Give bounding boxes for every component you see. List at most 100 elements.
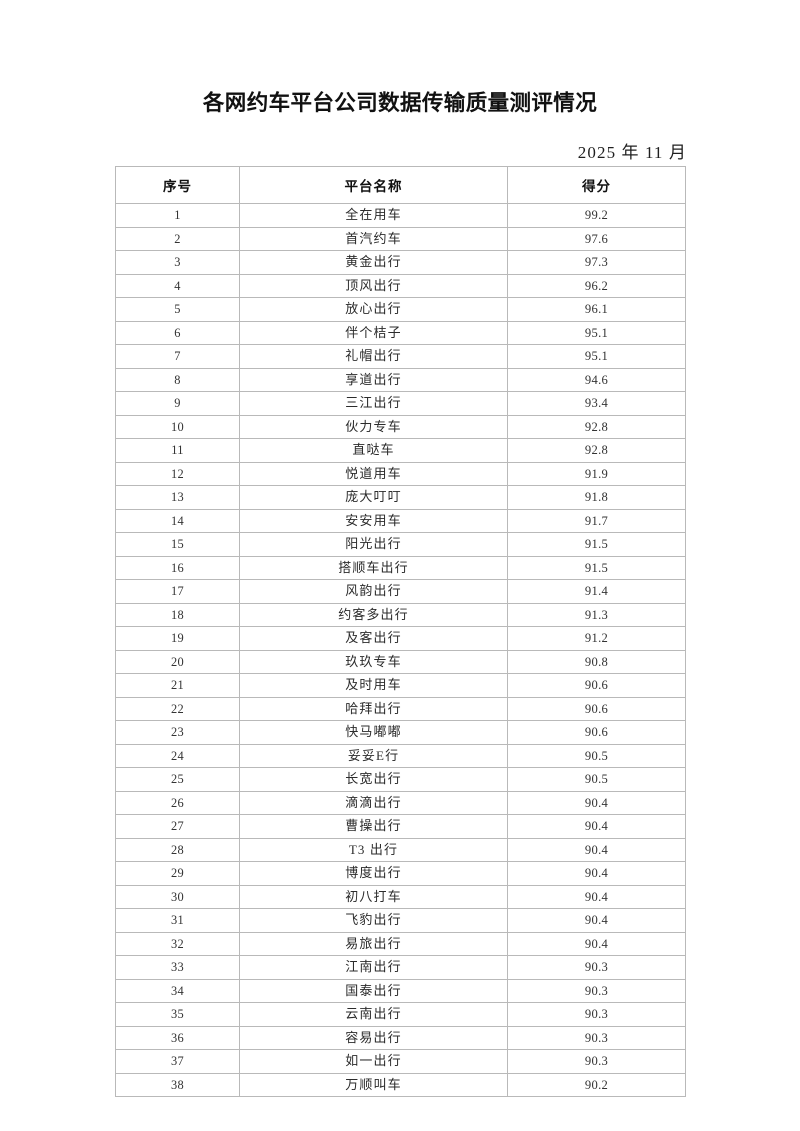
table-row: 12 悦道用车 91.9 — [115, 461, 686, 486]
table-row: 21 及时用车 90.6 — [115, 673, 686, 698]
cell-index: 37 — [115, 1049, 240, 1074]
table-row: 24 妥妥E行 90.5 — [115, 743, 686, 768]
table-row: 20 玖玖专车 90.8 — [115, 649, 686, 674]
cell-index: 33 — [115, 955, 240, 980]
cell-platform-name: 妥妥E行 — [239, 743, 508, 768]
table-row: 2 首汽约车 97.6 — [115, 226, 686, 251]
cell-platform-name: 三江出行 — [239, 391, 508, 416]
table-row: 34 国泰出行 90.3 — [115, 978, 686, 1003]
cell-platform-name: 庞大叮叮 — [239, 485, 508, 510]
platform-ranking-table: 序号 平台名称 得分 1 全在用车 99.2 2 首汽约车 97.6 3 黄金出行 97.3 4 顶… — [115, 166, 686, 1097]
cell-index: 20 — [115, 649, 240, 674]
cell-score: 90.4 — [507, 790, 686, 815]
table-row: 17 风韵出行 91.4 — [115, 579, 686, 604]
cell-index: 11 — [115, 438, 240, 463]
cell-platform-name: 放心出行 — [239, 297, 508, 322]
cell-score: 90.4 — [507, 814, 686, 839]
cell-platform-name: 享道出行 — [239, 367, 508, 392]
cell-index: 21 — [115, 673, 240, 698]
table-header: 序号 平台名称 得分 — [115, 166, 686, 204]
table-row: 8 享道出行 94.6 — [115, 367, 686, 392]
cell-platform-name: 哈拜出行 — [239, 696, 508, 721]
table-row: 22 哈拜出行 90.6 — [115, 696, 686, 721]
cell-index: 5 — [115, 297, 240, 322]
cell-platform-name: 风韵出行 — [239, 579, 508, 604]
cell-score: 90.4 — [507, 931, 686, 956]
table-row: 32 易旅出行 90.4 — [115, 931, 686, 956]
cell-platform-name: 及客出行 — [239, 626, 508, 651]
cell-score: 95.1 — [507, 344, 686, 369]
cell-platform-name: 曹操出行 — [239, 814, 508, 839]
cell-index: 38 — [115, 1072, 240, 1097]
table-row: 38 万顺叫车 90.2 — [115, 1072, 686, 1097]
cell-index: 2 — [115, 226, 240, 251]
cell-score: 90.3 — [507, 978, 686, 1003]
table-row: 3 黄金出行 97.3 — [115, 250, 686, 275]
cell-platform-name: 礼帽出行 — [239, 344, 508, 369]
cell-score: 90.8 — [507, 649, 686, 674]
cell-score: 90.4 — [507, 884, 686, 909]
table-row: 30 初八打车 90.4 — [115, 884, 686, 909]
cell-score: 95.1 — [507, 320, 686, 345]
table-row: 11 直哒车 92.8 — [115, 438, 686, 463]
cell-index: 9 — [115, 391, 240, 416]
cell-score: 91.3 — [507, 602, 686, 627]
cell-index: 30 — [115, 884, 240, 909]
cell-index: 34 — [115, 978, 240, 1003]
cell-index: 25 — [115, 767, 240, 792]
table-row: 7 礼帽出行 95.1 — [115, 344, 686, 369]
cell-index: 7 — [115, 344, 240, 369]
cell-score: 90.4 — [507, 861, 686, 886]
cell-score: 94.6 — [507, 367, 686, 392]
cell-platform-name: 初八打车 — [239, 884, 508, 909]
cell-score: 92.8 — [507, 438, 686, 463]
cell-platform-name: 玖玖专车 — [239, 649, 508, 674]
cell-score: 90.6 — [507, 720, 686, 745]
cell-platform-name: 全在用车 — [239, 203, 508, 228]
cell-score: 99.2 — [507, 203, 686, 228]
cell-score: 91.4 — [507, 579, 686, 604]
cell-platform-name: 如一出行 — [239, 1049, 508, 1074]
cell-score: 90.3 — [507, 955, 686, 980]
cell-score: 90.6 — [507, 696, 686, 721]
cell-platform-name: 伙力专车 — [239, 414, 508, 439]
cell-score: 91.5 — [507, 532, 686, 557]
ranking-table-container: 序号 平台名称 得分 1 全在用车 99.2 2 首汽约车 97.6 3 黄金出行 97.3 4 顶… — [115, 166, 686, 1097]
table-row: 18 约客多出行 91.3 — [115, 602, 686, 627]
table-row: 29 博度出行 90.4 — [115, 861, 686, 886]
cell-score: 90.4 — [507, 837, 686, 862]
cell-score: 97.3 — [507, 250, 686, 275]
cell-index: 17 — [115, 579, 240, 604]
cell-index: 15 — [115, 532, 240, 557]
cell-index: 14 — [115, 508, 240, 533]
cell-platform-name: T3 出行 — [239, 837, 508, 862]
cell-platform-name: 万顺叫车 — [239, 1072, 508, 1097]
cell-platform-name: 直哒车 — [239, 438, 508, 463]
cell-index: 28 — [115, 837, 240, 862]
table-row: 28 T3 出行 90.4 — [115, 837, 686, 862]
cell-score: 91.9 — [507, 461, 686, 486]
cell-score: 96.2 — [507, 273, 686, 298]
table-row: 15 阳光出行 91.5 — [115, 532, 686, 557]
cell-platform-name: 博度出行 — [239, 861, 508, 886]
cell-index: 35 — [115, 1002, 240, 1027]
cell-index: 8 — [115, 367, 240, 392]
cell-score: 91.2 — [507, 626, 686, 651]
table-row: 16 搭顺车出行 91.5 — [115, 555, 686, 580]
cell-score: 91.5 — [507, 555, 686, 580]
cell-index: 19 — [115, 626, 240, 651]
table-row: 31 飞豹出行 90.4 — [115, 908, 686, 933]
table-row: 5 放心出行 96.1 — [115, 297, 686, 322]
cell-index: 13 — [115, 485, 240, 510]
cell-index: 24 — [115, 743, 240, 768]
cell-platform-name: 云南出行 — [239, 1002, 508, 1027]
cell-index: 1 — [115, 203, 240, 228]
table-row: 9 三江出行 93.4 — [115, 391, 686, 416]
cell-platform-name: 江南出行 — [239, 955, 508, 980]
cell-score: 97.6 — [507, 226, 686, 251]
cell-score: 90.6 — [507, 673, 686, 698]
cell-platform-name: 容易出行 — [239, 1025, 508, 1050]
table-row: 1 全在用车 99.2 — [115, 203, 686, 228]
cell-score: 90.4 — [507, 908, 686, 933]
